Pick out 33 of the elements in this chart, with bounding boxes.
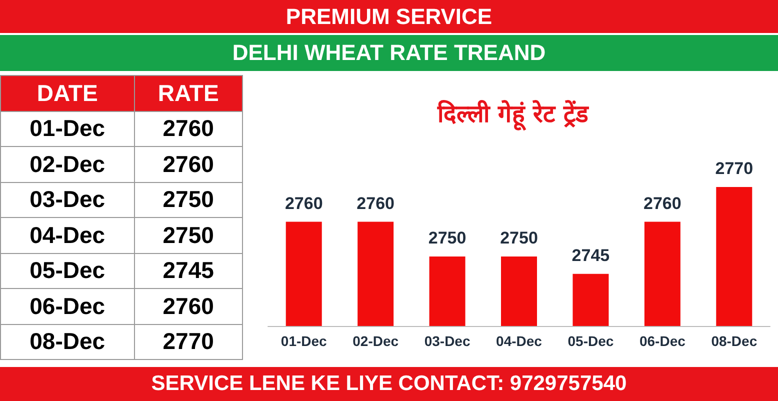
- text: SERVICE LENE KE LIYE CONTACT: 9729757540: [0, 367, 778, 401]
- category-label: 06-Dec: [30, 292, 106, 319]
- text: 2745: [134, 253, 242, 288]
- category-label: 04-Dec: [30, 222, 106, 248]
- chart-subtitle: DELHI WHEAT RATE TREAND: [0, 35, 778, 71]
- text: 2760: [134, 111, 242, 146]
- data-label: 2760: [644, 194, 682, 213]
- x-tick-label: 08-Dec: [711, 333, 758, 349]
- x-tick-label: 04-Dec: [496, 333, 542, 349]
- category-label: 03-Dec: [30, 186, 106, 212]
- data-label: 2750: [428, 228, 466, 248]
- x-tick-label: 02-Dec: [352, 333, 399, 349]
- category-label: 01-Dec: [30, 115, 106, 142]
- text: 2750: [134, 182, 242, 218]
- x-tick-label: 03-Dec: [424, 333, 470, 349]
- text: 2750: [134, 218, 242, 253]
- category-label: 02-Dec: [30, 150, 106, 177]
- text: 2770: [134, 324, 242, 360]
- data-label: 2745: [572, 246, 610, 265]
- text: 2760: [134, 146, 242, 182]
- data-label: 2770: [715, 159, 754, 178]
- category-label: 05-Dec: [30, 257, 106, 284]
- chart-title: दिल्ली गेहूं रेट ट्रेंड: [436, 100, 590, 131]
- text: DATE: [0, 76, 134, 111]
- text: PREMIUM SERVICE: [0, 0, 778, 33]
- data-label: 2760: [356, 194, 394, 213]
- text: 2760: [134, 288, 242, 324]
- data-label: 2750: [500, 228, 538, 248]
- data-label: 2760: [284, 194, 323, 213]
- x-tick-label: 05-Dec: [568, 333, 614, 349]
- text: RATE: [134, 76, 242, 111]
- x-tick-label: 06-Dec: [639, 333, 686, 349]
- x-tick-label: 01-Dec: [280, 333, 328, 349]
